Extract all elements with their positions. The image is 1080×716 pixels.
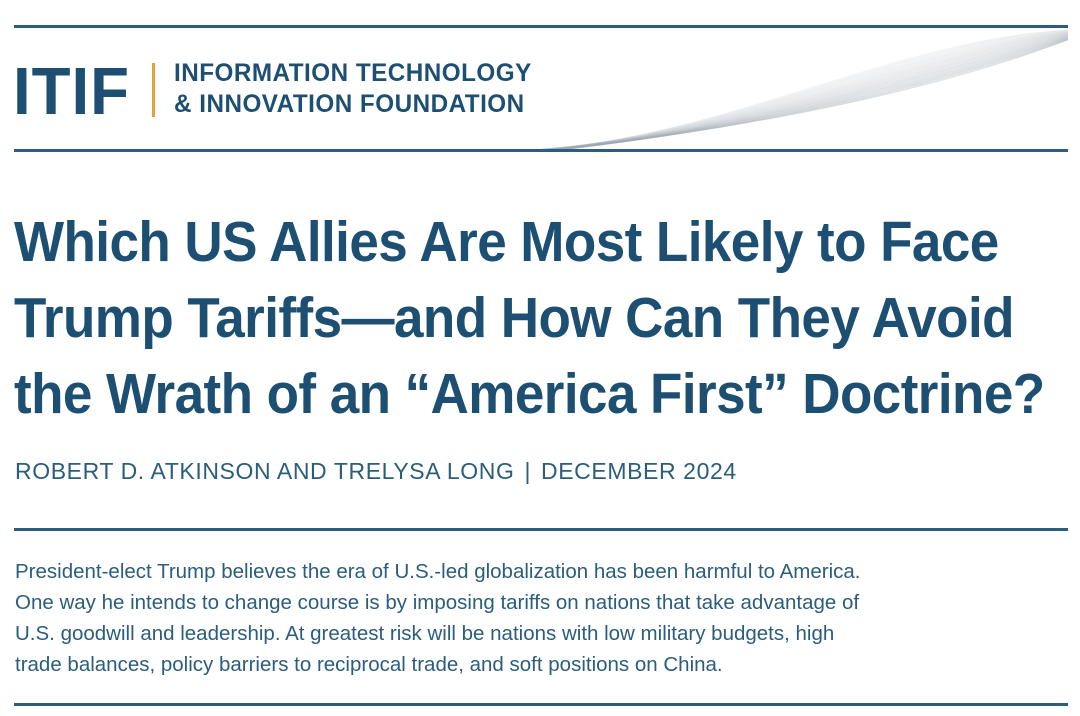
- decorative-line: [567, 38, 1068, 149]
- decorative-line: [555, 34, 1068, 149]
- decorative-line: [550, 33, 1068, 149]
- decorative-line: [543, 30, 1068, 149]
- authors: ROBERT D. ATKINSON AND TRELYSA LONG: [15, 458, 515, 484]
- decorative-line: [569, 39, 1068, 149]
- decorative-line: [540, 29, 1068, 149]
- decorative-line: [554, 34, 1068, 149]
- decorative-line: [566, 38, 1068, 149]
- decorative-line: [544, 31, 1068, 149]
- decorative-line: [560, 36, 1068, 149]
- decorative-line: [539, 29, 1068, 149]
- decorative-line: [549, 32, 1068, 149]
- decorative-line: [545, 31, 1068, 149]
- abstract-line-2: One way he intends to change course is b…: [15, 591, 860, 614]
- report-title: Which US Allies Are Most Likely to Face …: [14, 204, 1074, 432]
- report-title-line-2: Trump Tariffs—and How Can They Avoid: [14, 286, 1015, 350]
- decorative-line: [546, 31, 1068, 149]
- decorative-line: [552, 33, 1068, 149]
- byline-separator: |: [524, 458, 532, 484]
- decorative-line: [553, 34, 1068, 149]
- abstract-line-3: U.S. goodwill and leadership. At greates…: [15, 622, 835, 645]
- decorative-line: [569, 39, 1068, 149]
- header-decorative-lines: [539, 29, 1068, 149]
- decorative-line: [558, 35, 1068, 149]
- abstract-line-4: trade balances, policy barriers to recip…: [15, 653, 723, 676]
- organization-name-line-2: & INNOVATION FOUNDATION: [174, 90, 525, 118]
- organization-name-line-1: INFORMATION TECHNOLOGY: [174, 59, 532, 87]
- top-rule: [14, 25, 1068, 28]
- decorative-line: [549, 32, 1068, 149]
- decorative-line: [563, 37, 1068, 149]
- decorative-line: [565, 38, 1068, 149]
- bottom-rule: [14, 703, 1068, 706]
- abstract: President-elect Trump believes the era o…: [15, 556, 1075, 680]
- decorative-line: [541, 30, 1068, 149]
- decorative-line: [568, 39, 1068, 149]
- abstract-line-1: President-elect Trump believes the era o…: [15, 560, 861, 583]
- decorative-line: [547, 32, 1068, 149]
- decorative-line: [559, 35, 1068, 149]
- report-title-line-3: the Wrath of an “America First” Doctrine…: [14, 362, 1045, 426]
- decorative-line: [559, 36, 1068, 149]
- organization-name: INFORMATION TECHNOLOGY & INNOVATION FOUN…: [174, 58, 532, 120]
- decorative-line: [551, 33, 1068, 149]
- itif-logo-mark: ITIF: [13, 54, 130, 129]
- publication-date: DECEMBER 2024: [541, 458, 737, 484]
- decorative-line: [557, 35, 1068, 149]
- logo-divider: [152, 63, 155, 117]
- decorative-line: [564, 37, 1068, 149]
- report-title-line-1: Which US Allies Are Most Likely to Face: [14, 210, 999, 274]
- decorative-line: [542, 30, 1068, 149]
- decorative-line: [562, 37, 1068, 149]
- decorative-line: [548, 32, 1068, 149]
- byline: ROBERT D. ATKINSON AND TRELYSA LONG | DECE…: [15, 456, 737, 486]
- header-bottom-rule: [14, 149, 1068, 152]
- decorative-line: [556, 35, 1068, 149]
- decorative-line: [561, 36, 1068, 149]
- abstract-top-rule: [14, 528, 1068, 531]
